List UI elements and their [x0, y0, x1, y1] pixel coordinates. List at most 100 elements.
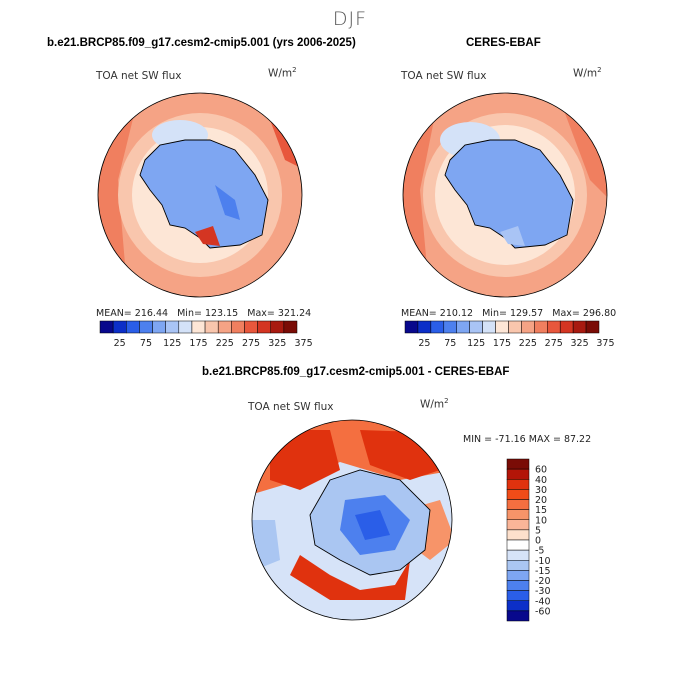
panel-2-title: CERES-EBAF: [466, 37, 541, 49]
diff-colorbar-swatch: [506, 499, 530, 510]
panel-2-variable: TOA net SW flux: [401, 70, 487, 82]
panel-2-colorbar-swatch: [572, 320, 587, 334]
diff-colorbar-swatch: [506, 580, 530, 591]
diff-colorbar-tick-label: -40: [535, 596, 551, 607]
panel-1-colorbar-swatch: [204, 320, 219, 334]
panel-2-map-border: [402, 92, 608, 298]
diff-colorbar-tick-label: -10: [535, 556, 551, 567]
panel-1-colorbar: 25 75 125 175 225 275 325 375: [99, 320, 313, 349]
panel-1-colorbar-tick-label: 375: [294, 338, 312, 349]
panel-1-colorbar-tick-label: 225: [216, 338, 234, 349]
panel-1-colorbar-tick-label: 275: [242, 338, 260, 349]
panel-2-colorbar-swatch: [469, 320, 483, 334]
panel-2-unit: W/m2: [573, 66, 602, 80]
panel-1-colorbar-swatch: [178, 320, 193, 334]
panel-1-colorbar-tick-label: 175: [189, 338, 207, 349]
panel-2-colorbar-swatch: [482, 320, 496, 334]
panel-2-colorbar-swatch: [534, 320, 548, 334]
panel-1-colorbar-swatch: [112, 320, 127, 334]
panel-1-mean-label: MEAN=: [96, 308, 132, 319]
panel-2-mean-label: MEAN=: [401, 308, 437, 319]
diff-colorbar-tick-label: 15: [535, 505, 547, 516]
panel-2-colorbar-swatch: [495, 320, 509, 334]
diff-colorbar-swatch: [506, 529, 530, 541]
diff-colorbar-tick-label: -20: [535, 576, 551, 587]
panel-1-colorbar-swatch: [244, 320, 258, 334]
panel-1-colorbar-tick-label: 325: [268, 338, 286, 349]
diff-colorbar-tick-label: -5: [535, 546, 544, 557]
panel-1-variable: TOA net SW flux: [96, 70, 182, 82]
diff-map-border: [251, 419, 453, 621]
panel-2-colorbar-tick-label: 125: [467, 338, 485, 349]
panel-1-colorbar-swatch: [139, 320, 153, 334]
panel-1-colorbar-tick-label: 25: [114, 338, 126, 349]
panel-1-title: b.e21.BRCP85.f09_g17.cesm2-cmip5.001 (yr…: [47, 37, 356, 49]
panel-1-map: [98, 93, 302, 297]
panel-1-max-label: Max=: [247, 308, 275, 319]
diff-colorbar-swatch: [506, 549, 530, 561]
panel-2-colorbar-swatch: [547, 320, 561, 334]
panel-2-max-label: Max=: [552, 308, 580, 319]
diff-colorbar-tick-label: 10: [535, 515, 547, 526]
panel-1-stats: MEAN= 216.44 Min= 123.15 Max= 321.24: [96, 308, 311, 319]
panel-2-colorbar-swatch: [521, 320, 535, 334]
panel-2-colorbar-swatch: [417, 320, 432, 334]
panel-2-colorbar-tick-label: 175: [493, 338, 511, 349]
panel-1-max: 321.24: [277, 308, 312, 319]
panel-1-colorbar-swatch: [152, 320, 166, 334]
panel-1-colorbar-swatch: [257, 320, 271, 334]
diff-colorbar-swatch: [506, 519, 530, 531]
diff-colorbar-tick-label: -30: [535, 586, 551, 597]
panel-2-colorbar-swatch: [456, 320, 470, 334]
diff-colorbar-swatch: [506, 610, 530, 622]
diff-colorbar-tick-label: 0: [535, 536, 541, 547]
panel-2-colorbar-swatch: [508, 320, 522, 334]
panel-2-min: 129.57: [509, 308, 544, 319]
diff-colorbar-tick-label: 40: [535, 475, 547, 486]
diff-colorbar-swatch: [506, 458, 530, 470]
diff-colorbar-swatch: [506, 509, 530, 520]
diff-colorbar-tick-label: -15: [535, 566, 551, 577]
panel-2-colorbar-tick-label: 325: [571, 338, 589, 349]
panel-1-min: 123.15: [204, 308, 239, 319]
diff-colorbar-swatch: [506, 570, 530, 581]
panel-2-colorbar-swatch: [430, 320, 445, 334]
diff-colorbar-swatch: [506, 560, 530, 571]
panel-1-colorbar-swatch: [165, 320, 180, 334]
diff-colorbar-swatch: [506, 479, 530, 490]
panel-1-colorbar-swatch: [270, 320, 285, 334]
panel-1-colorbar-swatch: [99, 320, 114, 334]
panel-2-colorbar: 25 75 125 175 225 275 325 375: [404, 320, 615, 349]
panel-2-max: 296.80: [582, 308, 617, 319]
panel-2-colorbar-tick-label: 25: [418, 338, 430, 349]
season-title: DJF: [332, 8, 368, 30]
diff-colorbar-tick-label: 30: [535, 485, 547, 496]
panel-1-colorbar-tick-label: 125: [163, 338, 181, 349]
diff-colorbar-swatch: [506, 590, 530, 601]
panel-2-map: [403, 93, 607, 297]
panel-1-colorbar-swatch: [217, 320, 232, 334]
diff-panel-unit: W/m2: [420, 397, 449, 411]
diff-panel-title: b.e21.BRCP85.f09_g17.cesm2-cmip5.001 - C…: [202, 366, 510, 378]
panel-2-colorbar-swatch: [443, 320, 457, 334]
panel-2-min-label: Min=: [482, 308, 507, 319]
diff-map: [252, 420, 452, 620]
diff-minmax: MIN = -71.16 MAX = 87.22: [463, 434, 592, 445]
diff-colorbar-swatch: [506, 600, 530, 612]
panel-2-colorbar-tick-label: 275: [545, 338, 563, 349]
diff-colorbar-swatch: [506, 468, 530, 480]
panel-1-map-border: [97, 92, 303, 298]
panel-2-colorbar-tick-label: 75: [444, 338, 456, 349]
panel-1-colorbar-swatch: [126, 320, 140, 334]
panel-2-colorbar-tick-label: 225: [519, 338, 537, 349]
panel-2-colorbar-tick-label: 375: [596, 338, 614, 349]
diff-panel-variable: TOA net SW flux: [248, 401, 334, 413]
panel-1-colorbar-swatch: [283, 320, 298, 334]
panel-1-colorbar-swatch: [191, 320, 206, 334]
panel-1-unit: W/m2: [268, 66, 297, 80]
diff-colorbar-tick-label: 60: [535, 465, 547, 476]
panel-2-stats: MEAN= 210.12 Min= 129.57 Max= 296.80: [401, 308, 616, 319]
panel-1-mean: 216.44: [134, 308, 169, 319]
